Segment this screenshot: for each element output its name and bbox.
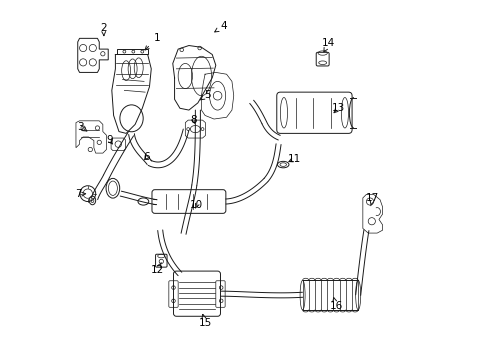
Text: 16: 16	[328, 298, 342, 311]
Text: 9: 9	[106, 135, 112, 145]
Text: 6: 6	[143, 152, 150, 162]
Text: 2: 2	[100, 23, 107, 36]
Text: 3: 3	[77, 122, 87, 132]
Text: 11: 11	[287, 154, 300, 164]
Text: 10: 10	[190, 200, 203, 210]
Text: 7: 7	[75, 189, 85, 199]
Text: 4: 4	[214, 21, 227, 32]
Text: 12: 12	[150, 262, 163, 275]
Text: 14: 14	[322, 38, 335, 52]
Text: 15: 15	[198, 314, 211, 328]
Text: 8: 8	[190, 115, 197, 125]
Text: 17: 17	[366, 193, 379, 206]
Text: 1: 1	[145, 33, 160, 50]
Text: 13: 13	[331, 103, 345, 113]
Text: 5: 5	[200, 90, 211, 100]
